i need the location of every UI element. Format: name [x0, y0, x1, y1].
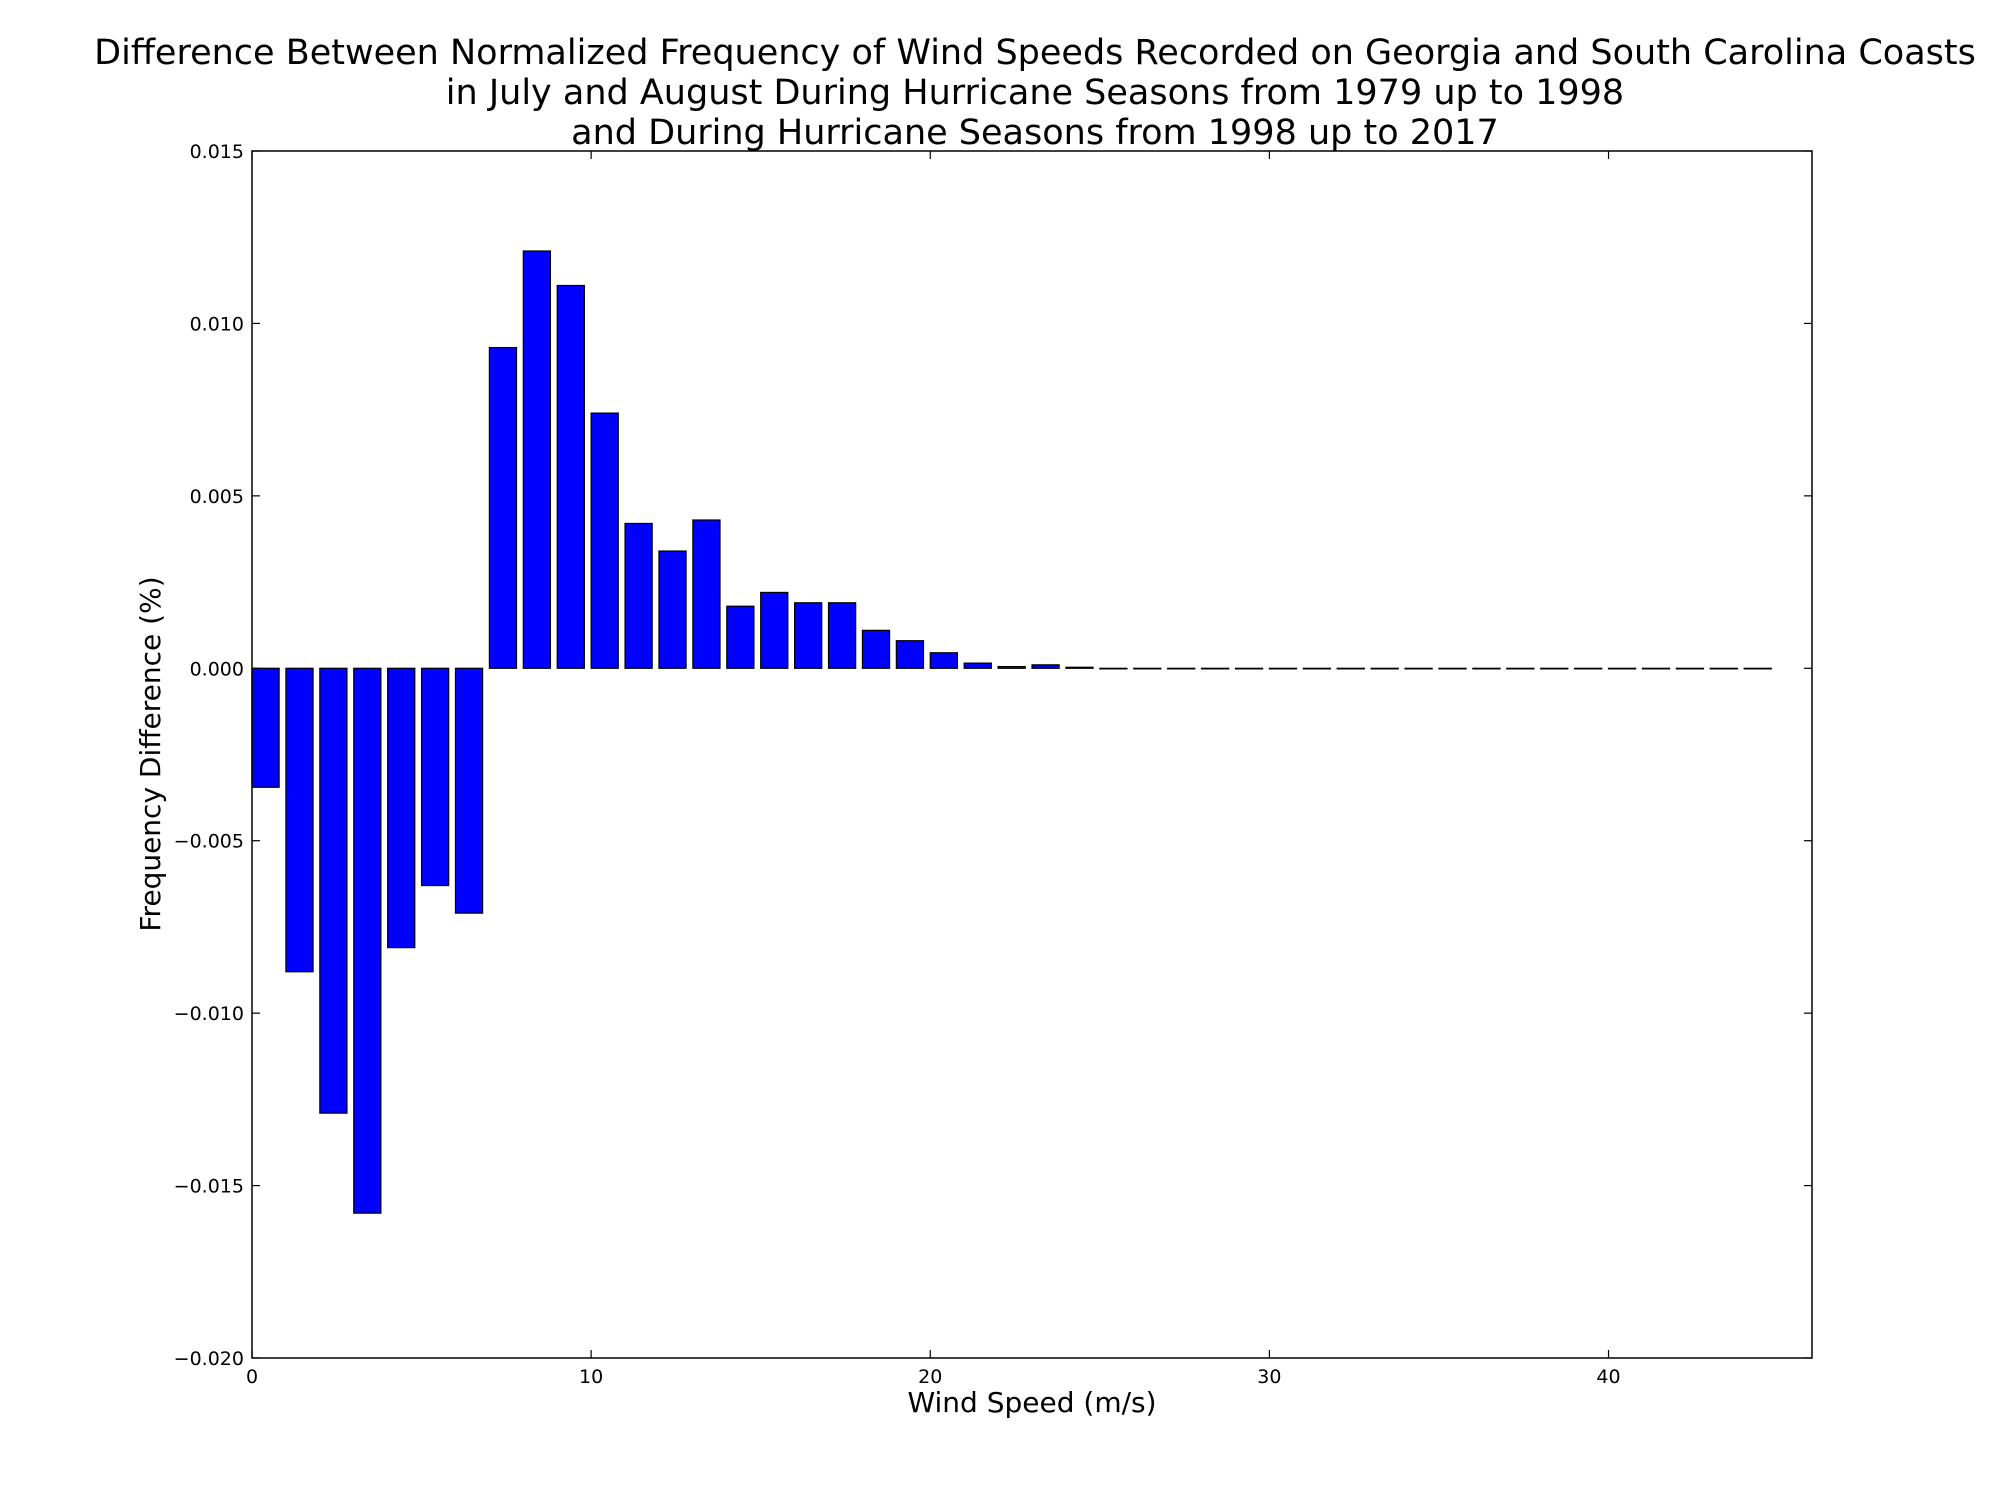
- x-axis-label: Wind Speed (m/s): [907, 1386, 1156, 1419]
- bar: [556, 284, 585, 669]
- bar: [794, 602, 823, 669]
- chart-title: Difference Between Normalized Frequency …: [94, 33, 1976, 153]
- bar: [1404, 667, 1433, 670]
- bar: [1065, 666, 1094, 669]
- bars: [251, 250, 1772, 1214]
- bar: [488, 346, 518, 669]
- bar: [624, 522, 653, 669]
- bar: [319, 667, 348, 1114]
- bar: [1167, 667, 1196, 670]
- x-tick-label: 20: [918, 1366, 942, 1388]
- bar: [1370, 667, 1399, 670]
- bar: [760, 591, 789, 669]
- y-tick-label: −0.020: [174, 1348, 244, 1370]
- bar: [1200, 667, 1230, 670]
- y-tick-label: −0.015: [174, 1176, 244, 1198]
- bar: [454, 667, 484, 914]
- chart-title-line-1: Difference Between Normalized Frequency …: [94, 33, 1976, 73]
- y-tick-label: −0.010: [174, 1003, 244, 1025]
- bar: [1099, 667, 1128, 670]
- bar: [658, 550, 687, 669]
- bar: [1641, 667, 1671, 670]
- bar: [1336, 667, 1365, 670]
- bar: [1268, 667, 1298, 670]
- bar: [726, 605, 755, 669]
- x-axis-ticks: 0 10 20 30 40: [246, 151, 1621, 1388]
- bar: [1472, 667, 1501, 670]
- bar: [522, 250, 552, 669]
- y-tick-label: −0.005: [174, 831, 244, 853]
- bar: [895, 640, 925, 669]
- x-tick-label: 10: [579, 1366, 603, 1388]
- bar: [1506, 667, 1535, 670]
- bar: [420, 667, 450, 887]
- bar: [1302, 667, 1332, 670]
- bar: [929, 652, 958, 669]
- bar: [827, 602, 857, 669]
- bar: [1133, 667, 1162, 670]
- bar: [692, 519, 721, 669]
- chart-title-line-3: and During Hurricane Seasons from 1998 u…: [571, 113, 1499, 153]
- bar: [1031, 664, 1060, 669]
- bar: [1438, 667, 1467, 670]
- bar: [387, 667, 416, 949]
- chart-title-line-2: in July and August During Hurricane Seas…: [446, 73, 1624, 113]
- y-tick-label: 0.005: [190, 486, 244, 508]
- bar: [963, 662, 992, 669]
- bar: [353, 667, 382, 1214]
- bar: [1743, 667, 1772, 670]
- bar: [1540, 667, 1569, 670]
- x-tick-label: 0: [246, 1366, 258, 1388]
- bar: [861, 629, 891, 669]
- bar: [997, 665, 1026, 669]
- bar: [1234, 667, 1264, 670]
- y-axis-label: Frequency Difference (%): [134, 576, 167, 931]
- bar: [1675, 667, 1705, 670]
- y-tick-label: 0.015: [190, 141, 244, 163]
- bar: [1709, 667, 1738, 670]
- bar: [1574, 667, 1603, 670]
- bar: [251, 667, 280, 788]
- bar: [1607, 667, 1637, 670]
- x-tick-label: 40: [1596, 1366, 1620, 1388]
- y-axis-ticks: −0.020 −0.015 −0.010 −0.005 0.000 0.005 0.010 0…: [174, 141, 1812, 1370]
- x-tick-label: 30: [1257, 1366, 1281, 1388]
- y-tick-label: 0.000: [190, 658, 244, 680]
- bar: [590, 412, 619, 669]
- bar: [285, 667, 314, 973]
- y-tick-label: 0.010: [190, 313, 244, 335]
- plot-area-frame: [251, 150, 1813, 1359]
